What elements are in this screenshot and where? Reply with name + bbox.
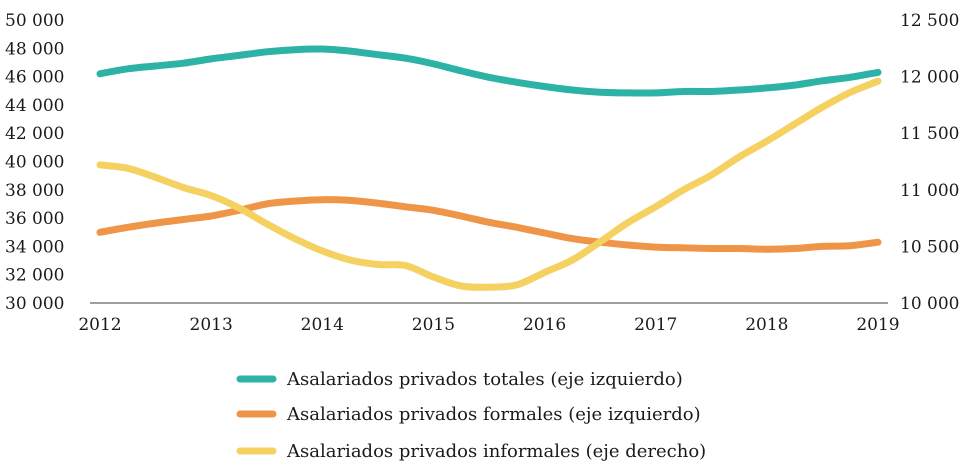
right-y-tick-label: 12 500 [900, 11, 959, 31]
right-y-tick-label: 12 000 [900, 68, 959, 88]
left-y-tick-label: 34 000 [5, 237, 64, 257]
left-y-tick-label: 38 000 [5, 181, 64, 201]
left-y-tick-label: 44 000 [5, 96, 64, 116]
x-tick-label: 2016 [523, 315, 566, 335]
x-tick-label: 2017 [634, 315, 677, 335]
legend-label: Asalariados privados informales (eje der… [286, 441, 706, 462]
left-y-tick-label: 48 000 [5, 39, 64, 59]
x-tick-label: 2018 [745, 315, 788, 335]
right-y-tick-label: 11 000 [900, 181, 959, 201]
left-y-tick-label: 50 000 [5, 11, 64, 31]
left-y-tick-label: 42 000 [5, 124, 64, 144]
left-y-tick-label: 30 000 [5, 294, 64, 314]
series-line-totales [96, 45, 882, 97]
left-y-axis: 30 000 32 000 34 000 36 000 38 000 40 000 42 0… [5, 11, 64, 314]
series-layer [96, 45, 882, 291]
left-y-tick-label: 46 000 [5, 68, 64, 88]
left-y-tick-label: 40 000 [5, 153, 64, 173]
right-y-tick-label: 10 500 [900, 237, 959, 257]
x-tick-label: 2015 [412, 315, 455, 335]
x-tick-label: 2014 [301, 315, 344, 335]
legend: Asalariados privados totales (eje izquie… [236, 369, 706, 462]
left-y-tick-label: 36 000 [5, 209, 64, 229]
x-tick-label: 2013 [190, 315, 233, 335]
legend-label: Asalariados privados totales (eje izquie… [286, 369, 683, 390]
x-tick-label: 2012 [78, 315, 121, 335]
right-y-tick-label: 10 000 [900, 294, 959, 314]
left-y-tick-label: 32 000 [5, 266, 64, 286]
right-y-tick-label: 11 500 [900, 124, 959, 144]
x-tick-label: 2019 [856, 315, 899, 335]
series-line-informales [96, 77, 882, 291]
x-axis: 2012 2013 2014 2015 2016 2017 2018 2019 [78, 302, 900, 335]
legend-label: Asalariados privados formales (eje izqui… [286, 404, 701, 425]
right-y-axis: 10 000 10 500 11 000 11 500 12 000 12 500 [900, 11, 959, 314]
series-line-formales [96, 196, 882, 253]
